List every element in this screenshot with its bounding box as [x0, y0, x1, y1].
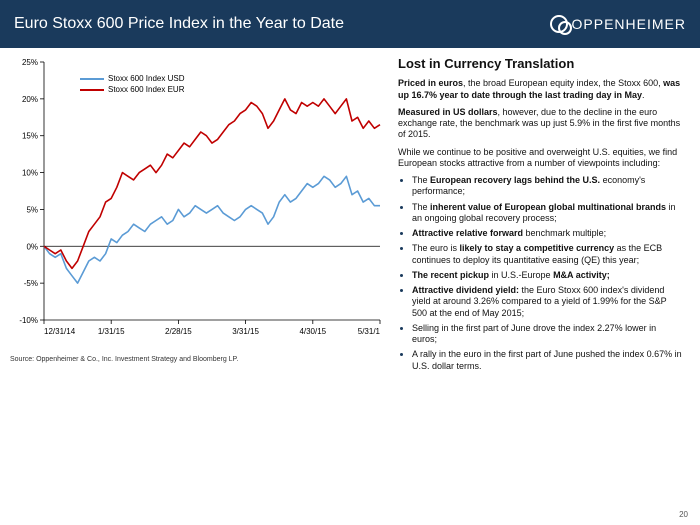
svg-text:5/31/1: 5/31/1	[358, 327, 381, 336]
legend-swatch-usd	[80, 78, 104, 80]
paragraph-2: Measured in US dollars, however, due to …	[398, 107, 682, 141]
logo-text: OPPENHEIMER	[572, 16, 686, 32]
svg-text:10%: 10%	[22, 169, 38, 178]
list-item: The recent pickup in U.S.-Europe M&A act…	[412, 270, 682, 281]
legend-label-usd: Stoxx 600 Index USD	[108, 74, 184, 83]
list-item: Attractive dividend yield: the Euro Stox…	[412, 285, 682, 319]
legend-swatch-eur	[80, 89, 104, 91]
svg-text:4/30/15: 4/30/15	[299, 327, 326, 336]
slide-header: Euro Stoxx 600 Price Index in the Year t…	[0, 0, 700, 48]
list-item: The euro is likely to stay a competitive…	[412, 243, 682, 266]
list-item: Selling in the first part of June drove …	[412, 323, 682, 346]
svg-text:3/31/15: 3/31/15	[232, 327, 259, 336]
line-chart: -10% -5% 0% 5% 10% 15% 20% 25% 12/31/14 1/31/15 2/…	[10, 56, 388, 346]
logo-ring-icon	[550, 15, 568, 33]
text-column: Lost in Currency Translation Priced in e…	[392, 56, 682, 508]
legend-item-usd: Stoxx 600 Index USD	[80, 74, 184, 83]
chart-svg: -10% -5% 0% 5% 10% 15% 20% 25% 12/31/14 1/31/15 2/…	[10, 56, 388, 346]
chart-source: Source: Oppenheimer & Co., Inc. Investme…	[10, 356, 392, 363]
svg-text:5%: 5%	[26, 205, 38, 214]
svg-text:1/31/15: 1/31/15	[98, 327, 125, 336]
svg-text:-5%: -5%	[24, 279, 38, 288]
oppenheimer-logo: OPPENHEIMER	[550, 15, 686, 33]
paragraph-3: While we continue to be positive and ove…	[398, 147, 682, 170]
svg-text:20%: 20%	[22, 95, 38, 104]
list-item: Attractive relative forward benchmark mu…	[412, 228, 682, 239]
list-item: A rally in the euro in the first part of…	[412, 349, 682, 372]
svg-text:25%: 25%	[22, 58, 38, 67]
legend-item-eur: Stoxx 600 Index EUR	[80, 85, 184, 94]
bullet-list: The European recovery lags behind the U.…	[398, 175, 682, 372]
paragraph-1: Priced in euros, the broad European equi…	[398, 78, 682, 101]
page-number: 20	[679, 510, 688, 519]
svg-text:0%: 0%	[26, 242, 38, 251]
svg-text:12/31/14: 12/31/14	[44, 327, 76, 336]
svg-text:15%: 15%	[22, 132, 38, 141]
chart-legend: Stoxx 600 Index USD Stoxx 600 Index EUR	[80, 74, 184, 96]
list-item: The European recovery lags behind the U.…	[412, 175, 682, 198]
slide-title: Euro Stoxx 600 Price Index in the Year t…	[14, 15, 344, 33]
svg-text:-10%: -10%	[19, 316, 38, 325]
content-row: -10% -5% 0% 5% 10% 15% 20% 25% 12/31/14 1/31/15 2/…	[0, 48, 700, 508]
legend-label-eur: Stoxx 600 Index EUR	[108, 85, 184, 94]
chart-column: -10% -5% 0% 5% 10% 15% 20% 25% 12/31/14 1/31/15 2/…	[10, 56, 392, 508]
svg-text:2/28/15: 2/28/15	[165, 327, 192, 336]
list-item: The inherent value of European global mu…	[412, 202, 682, 225]
section-heading: Lost in Currency Translation	[398, 56, 682, 72]
